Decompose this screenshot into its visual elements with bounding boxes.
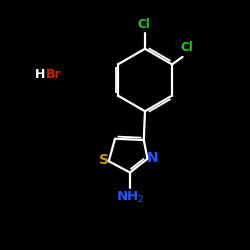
Text: NH$_2$: NH$_2$: [116, 190, 144, 205]
Text: H: H: [34, 68, 45, 82]
Text: N: N: [147, 150, 159, 164]
Text: S: S: [99, 153, 109, 167]
Text: Br: Br: [46, 68, 62, 82]
Text: Cl: Cl: [138, 18, 150, 31]
Text: Cl: Cl: [180, 40, 193, 54]
